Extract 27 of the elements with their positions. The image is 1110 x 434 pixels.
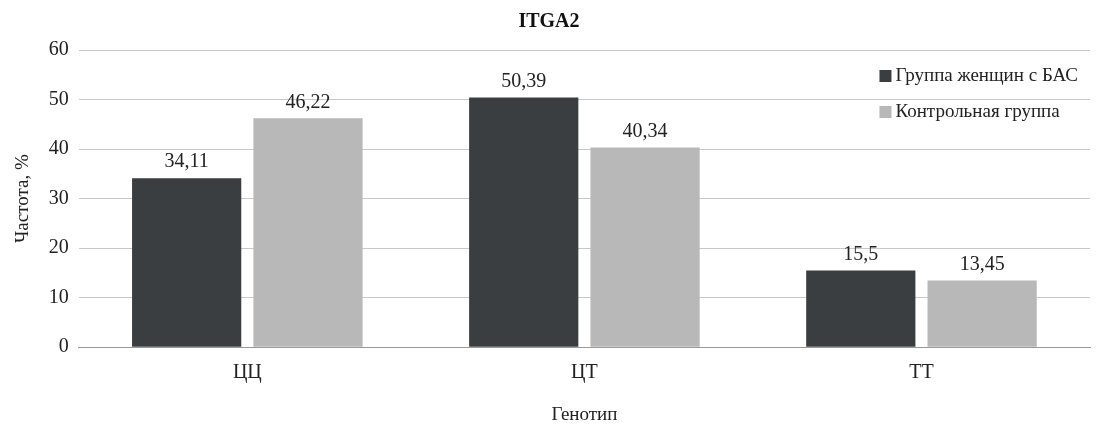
bar	[927, 280, 1037, 347]
legend-label: Контрольная группа	[895, 99, 1061, 121]
y-tick-label: 20	[48, 235, 69, 258]
bar	[590, 147, 700, 347]
chart-title: ITGA2	[518, 9, 580, 32]
bar	[469, 97, 579, 347]
x-tick-label: ТТ	[909, 360, 934, 383]
y-tick-label: 60	[48, 37, 69, 60]
x-axis-title: Генотип	[551, 402, 618, 424]
bar	[806, 270, 916, 347]
data-label: 46,22	[285, 89, 331, 112]
bar	[132, 178, 242, 347]
x-tick-label: ЦЦ	[232, 360, 262, 384]
data-label: 50,39	[501, 68, 547, 91]
y-tick-label: 50	[48, 86, 69, 109]
data-label: 15,5	[843, 241, 879, 264]
x-tick-label: ЦТ	[571, 360, 598, 384]
legend-label: Группа женщин с БАС	[895, 63, 1079, 85]
data-label: 40,34	[622, 118, 668, 141]
data-label: 13,45	[959, 251, 1005, 274]
y-axis-title: Частота, %	[11, 154, 33, 244]
bar	[253, 118, 363, 347]
y-tick-label: 0	[58, 334, 69, 357]
y-tick-label: 30	[48, 185, 69, 208]
y-tick-label: 10	[48, 284, 69, 307]
y-tick-label: 40	[48, 136, 69, 159]
data-label: 34,11	[164, 149, 209, 172]
